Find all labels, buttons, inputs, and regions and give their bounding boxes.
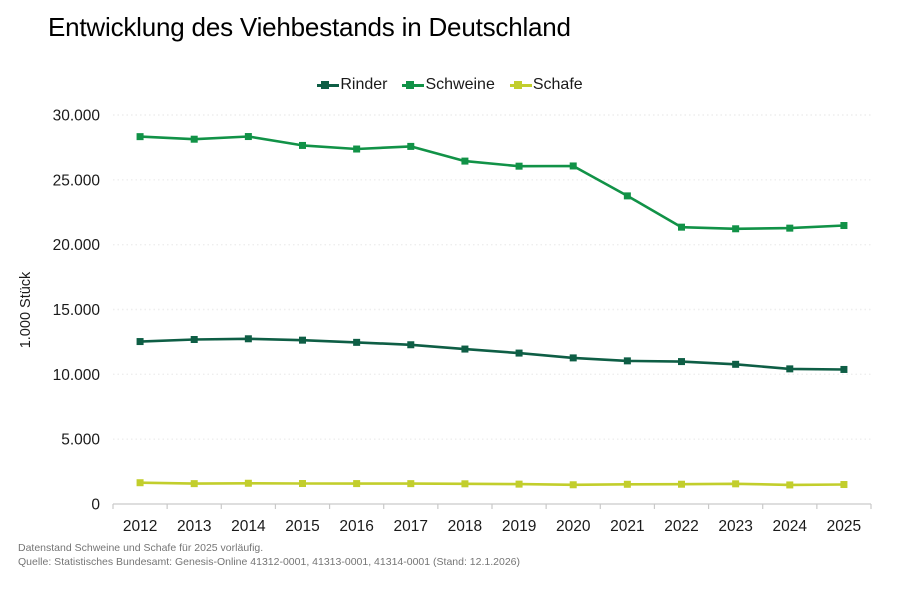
- series-line-schweine: [140, 135, 844, 231]
- x-tick-label: 2022: [664, 518, 698, 535]
- footnote-source: Quelle: Statistisches Bundesamt: Genesis…: [18, 555, 521, 568]
- data-point-schafe: [353, 480, 361, 488]
- data-point-schafe: [136, 479, 144, 487]
- data-point-rinder: [786, 365, 794, 373]
- legend-label: Schafe: [532, 76, 583, 93]
- data-point-schweine: [136, 133, 144, 141]
- legend-item-schafe: Schafe: [509, 76, 583, 94]
- data-point-schweine: [786, 224, 794, 232]
- data-point-schafe: [732, 480, 740, 488]
- data-point-schafe: [407, 480, 415, 488]
- data-point-schafe: [678, 480, 685, 488]
- legend-line-marker-icon: [509, 80, 532, 90]
- legend-label: Rinder: [340, 76, 388, 93]
- data-point-rinder: [569, 354, 577, 362]
- x-tick-label: 2013: [177, 518, 211, 535]
- footnote-data-status: Datenstand Schweine und Schafe für 2025 …: [18, 542, 264, 554]
- data-point-schweine: [461, 157, 469, 165]
- data-point-schweine: [299, 141, 306, 149]
- data-point-schafe: [461, 480, 469, 488]
- legend-line-marker-icon: [402, 80, 425, 90]
- legend-label: Schweine: [425, 76, 495, 93]
- data-point-rinder: [840, 365, 848, 373]
- chart-legend: Rinder Schweine Schafe: [0, 76, 900, 94]
- data-point-schafe: [190, 480, 198, 488]
- data-point-schafe: [244, 479, 252, 487]
- x-tick-label: 2023: [718, 518, 752, 535]
- data-point-schafe: [786, 481, 794, 489]
- legend-item-rinder: Rinder: [317, 76, 387, 94]
- data-point-rinder: [623, 357, 631, 365]
- data-point-schweine: [569, 162, 577, 170]
- data-point-schweine: [190, 135, 198, 143]
- data-point-schafe: [299, 480, 306, 488]
- x-tick-label: 2025: [827, 518, 861, 535]
- legend-line-marker-icon: [317, 80, 340, 90]
- y-tick-label: 15.000: [53, 302, 101, 319]
- data-point-rinder: [299, 336, 306, 344]
- data-point-schafe: [515, 480, 523, 488]
- data-point-rinder: [461, 345, 469, 353]
- data-point-rinder: [515, 349, 523, 357]
- data-point-rinder: [190, 336, 198, 344]
- chart-footnotes: Datenstand Schweine und Schafe für 2025 …: [18, 542, 520, 570]
- data-point-schweine: [840, 222, 848, 230]
- data-point-schweine: [407, 142, 415, 150]
- chart-title: Entwicklung des Viehbestands in Deutschl…: [48, 12, 571, 42]
- x-tick-label: 2015: [285, 518, 319, 535]
- x-tick-label: 2014: [231, 518, 266, 535]
- data-point-rinder: [136, 338, 144, 346]
- series-line-schafe: [140, 481, 844, 487]
- x-tick-label: 2018: [448, 518, 482, 535]
- y-tick-label: 10.000: [53, 367, 101, 384]
- legend-marker-square: [406, 81, 415, 89]
- x-tick-label: 2016: [339, 518, 373, 535]
- data-point-schweine: [732, 225, 740, 233]
- y-tick-label: 30.000: [53, 108, 101, 125]
- data-point-rinder: [353, 338, 361, 346]
- data-point-rinder: [678, 358, 685, 366]
- data-point-rinder: [244, 335, 252, 343]
- data-point-schweine: [353, 145, 361, 153]
- data-point-schafe: [569, 481, 577, 489]
- data-point-schweine: [678, 223, 685, 231]
- x-tick-label: 2020: [556, 518, 591, 535]
- x-tick-label: 2019: [502, 518, 536, 535]
- x-tick-label: 2024: [773, 518, 808, 535]
- x-tick-label: 2012: [123, 518, 157, 535]
- x-tick-label: 2017: [394, 518, 428, 535]
- y-tick-label: 20.000: [53, 237, 101, 254]
- data-point-schafe: [840, 481, 848, 489]
- data-point-schweine: [623, 192, 631, 200]
- data-point-schweine: [244, 133, 252, 141]
- data-point-schweine: [515, 162, 523, 170]
- y-tick-label: 5.000: [61, 432, 100, 449]
- legend-item-schweine: Schweine: [402, 76, 495, 94]
- y-tick-label: 0: [91, 497, 100, 514]
- data-point-rinder: [732, 360, 740, 368]
- data-point-rinder: [407, 341, 415, 349]
- series-line-rinder: [140, 337, 844, 371]
- y-tick-label: 25.000: [53, 172, 101, 189]
- x-tick-label: 2021: [610, 518, 644, 535]
- legend-marker-square: [321, 81, 330, 89]
- data-point-schafe: [623, 480, 631, 488]
- y-axis-title: 1.000 Stück: [18, 271, 34, 348]
- legend-marker-square: [513, 81, 522, 89]
